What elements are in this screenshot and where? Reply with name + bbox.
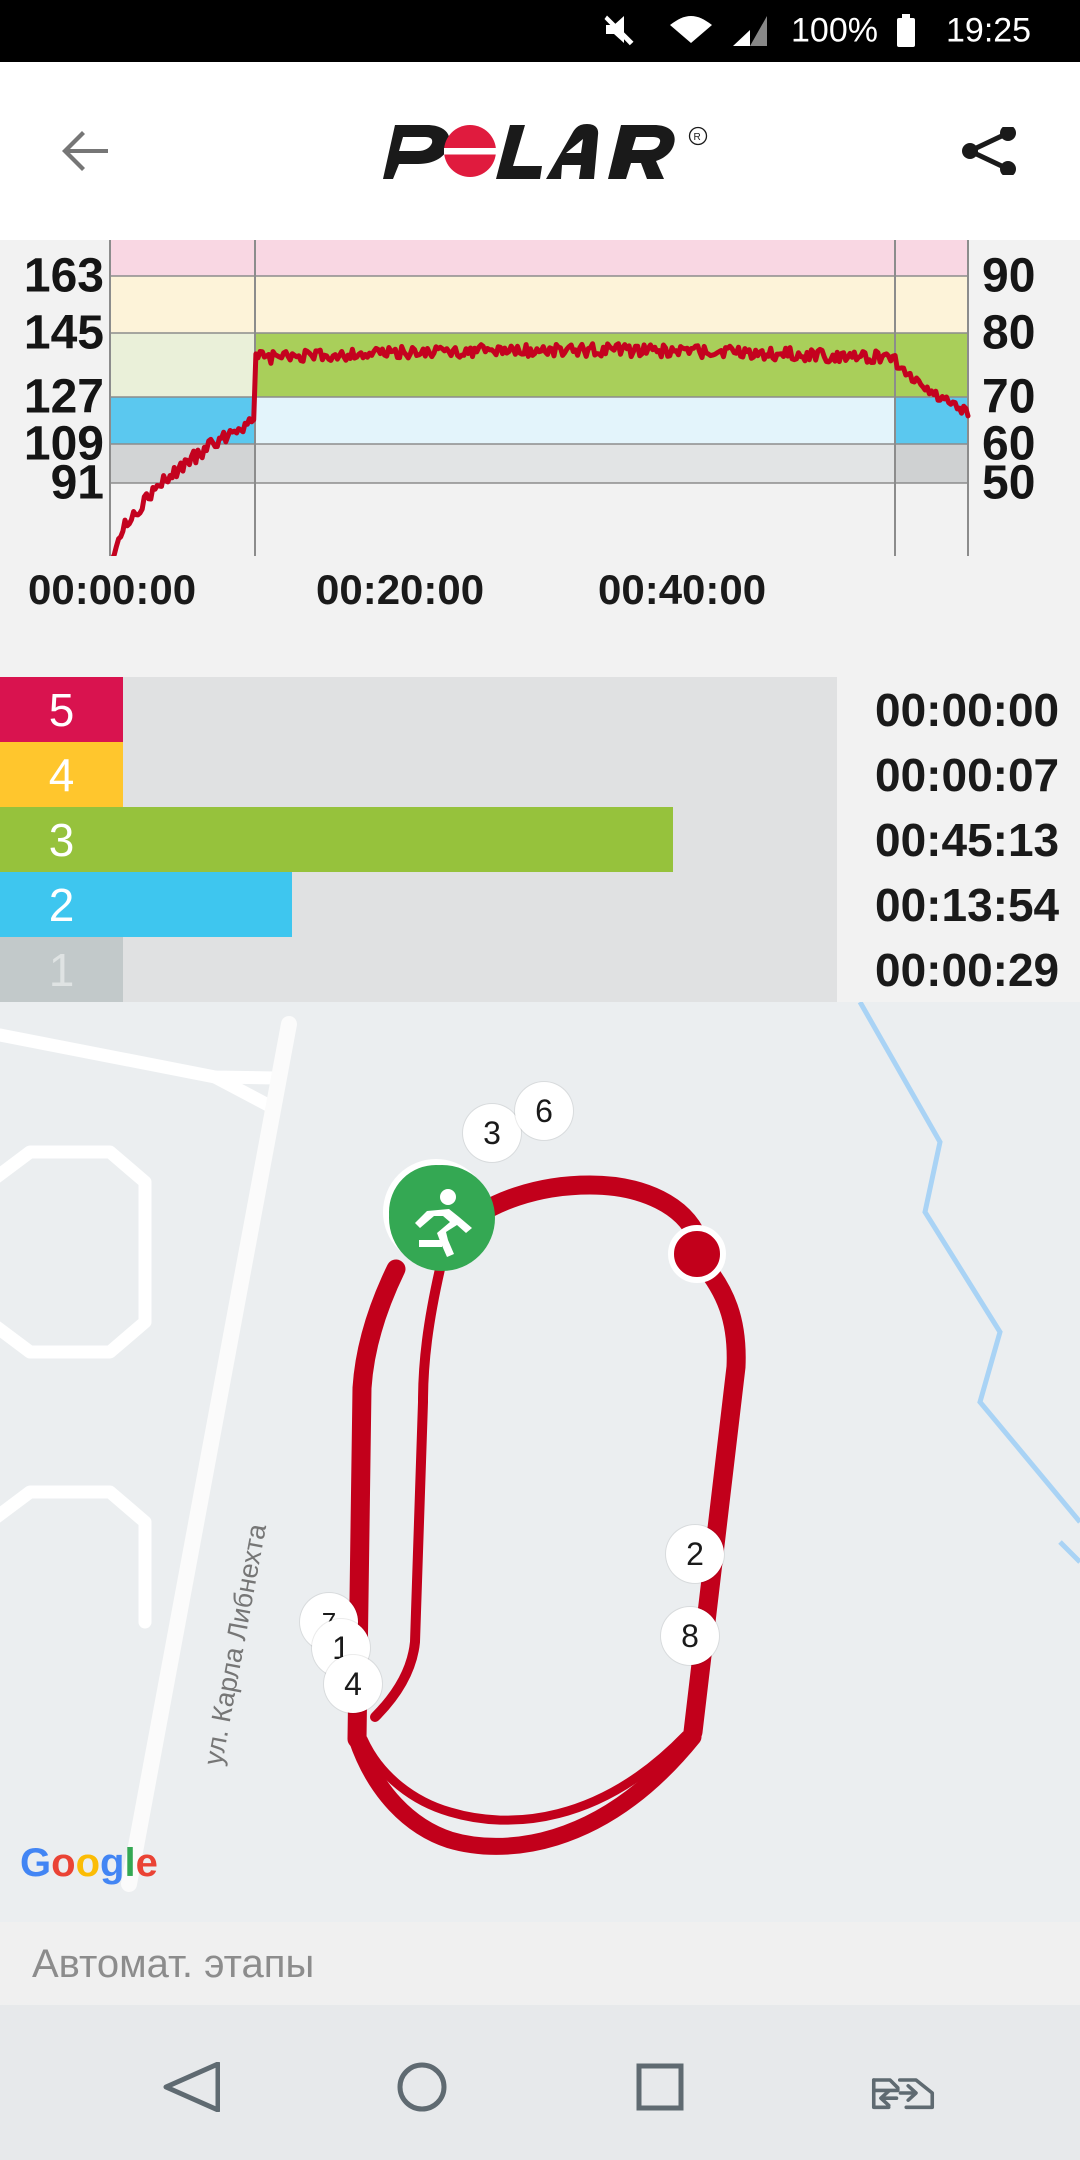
svg-text:R: R <box>694 132 701 143</box>
svg-text:Google: Google <box>20 1841 158 1885</box>
